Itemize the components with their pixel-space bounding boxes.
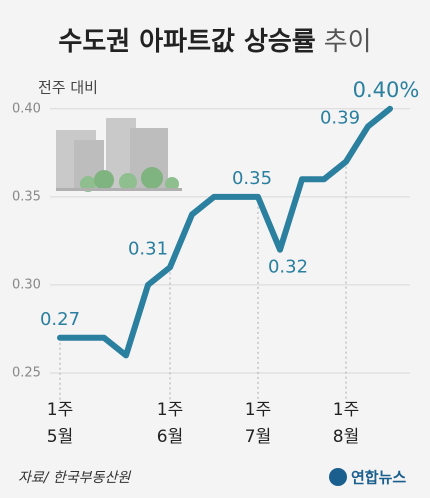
value-label: 0.35 [232, 168, 272, 189]
chart-title: 수도권 아파트값 상승률 추이 [58, 27, 371, 57]
y-tick-label: 0.25 [12, 365, 41, 380]
source: 자료/ 한국부동산원 [18, 470, 131, 486]
x-tick-label: 1주 7월 [244, 400, 272, 447]
value-label: 0.40% [353, 78, 420, 102]
value-label: 0.31 [128, 238, 168, 259]
line [57, 105, 393, 359]
title-main: 수도권 아파트값 상승률 [58, 27, 315, 57]
logo: 연합뉴스 [351, 469, 406, 487]
value-label: 0.32 [268, 257, 308, 278]
x-tick-label: 1주 8월 [332, 400, 360, 447]
value-label: 0.39 [320, 107, 360, 128]
y-tick-label: 0.30 [12, 277, 41, 292]
title-suffix: 추이 [324, 27, 372, 57]
logo-icon [329, 468, 347, 486]
x-tick-label: 1주 5월 [46, 400, 74, 447]
building-illustration [56, 118, 182, 192]
y-tick-label: 0.40 [12, 101, 41, 116]
x-tick-label: 1주 6월 [156, 400, 184, 447]
value-label: 0.27 [40, 309, 80, 330]
subtitle: 전주 대비 [38, 79, 98, 97]
y-tick-label: 0.35 [12, 189, 41, 204]
